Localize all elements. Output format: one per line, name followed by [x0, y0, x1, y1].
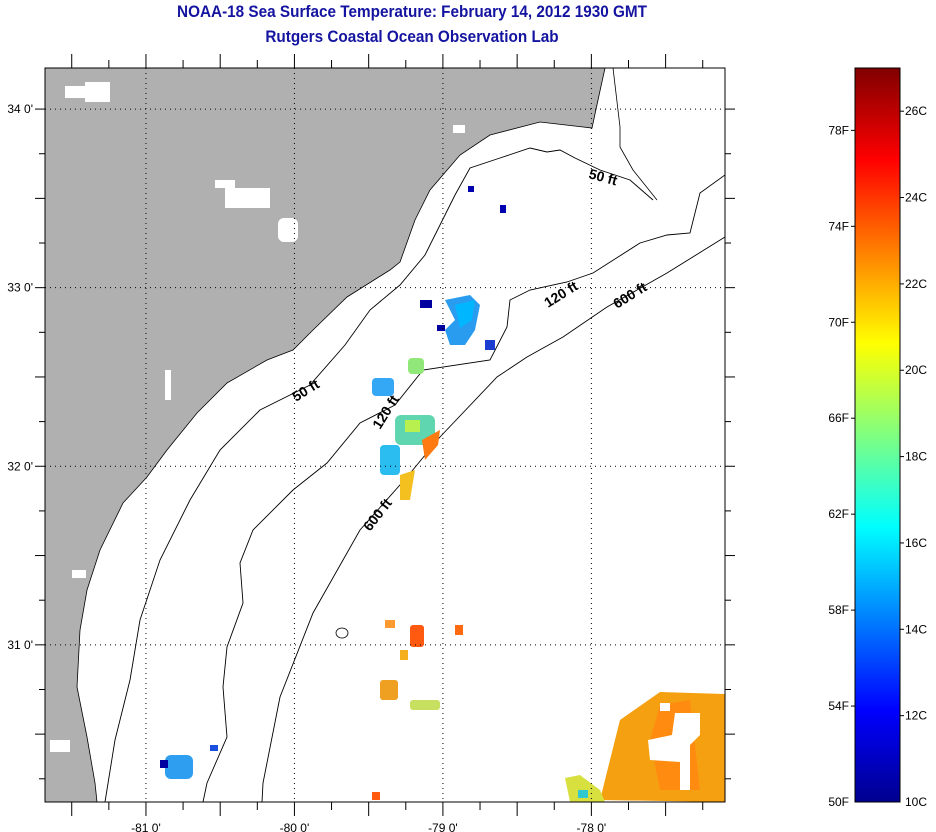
latitude-labels: 34 0' 33 0' 32 0' 31 0' [7, 102, 33, 652]
colorbar-fahrenheit-labels: 78F 74F 70F 66F 62F 58F 54F 50F [828, 123, 855, 809]
colorbar-label-c: 26C [905, 104, 927, 118]
colorbar-label-f: 58F [828, 603, 849, 617]
graticule [45, 68, 725, 802]
latitude-label: 34 0' [7, 102, 33, 116]
longitude-label: -79 0' [428, 821, 458, 832]
colorbar-label-c: 16C [905, 536, 927, 550]
isobath-600ft [261, 236, 725, 802]
map-frame [44, 67, 726, 803]
land-mass [45, 68, 606, 802]
colorbar-label-c: 20C [905, 363, 927, 377]
map-subtitle: Rutgers Coastal Ocean Observation Lab [265, 27, 559, 46]
isobath-50ft [104, 147, 654, 802]
land-cloud-mask [50, 82, 465, 752]
latitude-label: 33 0' [7, 281, 33, 295]
longitude-labels: -81 0' -80 0' -79 0' -78 0' [131, 821, 606, 832]
longitude-label: -81 0' [131, 821, 161, 832]
colorbar-label-c: 12C [905, 709, 927, 723]
colorbar-label-f: 78F [828, 123, 849, 137]
longitude-label: -78 0' [577, 821, 607, 832]
colorbar-label-c: 24C [905, 191, 927, 205]
isobath-120ft [202, 174, 725, 802]
colorbar-label-c: 22C [905, 277, 927, 291]
colorbar-celsius-labels: 26C 24C 22C 20C 18C 16C 14C 12C 10C [900, 104, 927, 809]
longitude-label: -80 0' [280, 821, 310, 832]
map-title: NOAA-18 Sea Surface Temperature: Februar… [177, 2, 647, 21]
colorbar-label-f: 66F [828, 411, 849, 425]
latitude-label: 31 0' [7, 638, 33, 652]
colorbar-label-f: 50F [828, 795, 849, 809]
colorbar-label-f: 62F [828, 507, 849, 521]
coastline-inlets [612, 68, 658, 201]
colorbar-label-c: 14C [905, 622, 927, 636]
colorbar-label-f: 54F [828, 699, 849, 713]
colorbar-label-c: 18C [905, 450, 927, 464]
colorbar-label-f: 74F [828, 219, 849, 233]
sst-pixels [160, 186, 725, 802]
colorbar-label-f: 70F [828, 315, 849, 329]
colorbar [854, 67, 901, 803]
axis-ticks [35, 54, 735, 816]
seamount-contour [335, 627, 349, 639]
latitude-label: 32 0' [7, 459, 33, 473]
colorbar-label-c: 10C [905, 795, 927, 809]
isobath-label-50ft: 50 ft [587, 165, 619, 188]
